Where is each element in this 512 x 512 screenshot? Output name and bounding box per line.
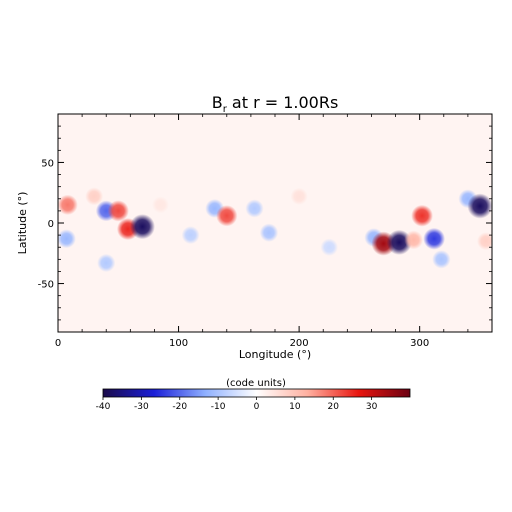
- field-feature: [129, 214, 155, 240]
- field-feature: [216, 205, 238, 227]
- colorbar-tick-label: -40: [96, 402, 111, 412]
- field-feature: [58, 229, 76, 249]
- colorbar-tick-label: 20: [328, 402, 340, 412]
- field-feature: [320, 238, 338, 256]
- y-tick-label: -50: [38, 280, 54, 291]
- x-tick-label: 0: [55, 338, 61, 349]
- y-tick-label: 0: [48, 219, 54, 230]
- colorbar-tick-label: 30: [366, 402, 378, 412]
- colorbar: [102, 388, 411, 398]
- y-tick-label: 50: [41, 158, 54, 169]
- field-feature: [97, 253, 116, 273]
- x-tick-label: 200: [290, 338, 309, 349]
- colorbar-ticks: -40 -30 -20 -10 0 10 20 30: [96, 397, 378, 412]
- chart-title-suffix: at r = 1.00Rs: [227, 93, 338, 112]
- field-feature: [404, 230, 424, 250]
- chart-title: Br at r = 1.00Rs: [212, 93, 339, 115]
- x-tick-label: 300: [410, 338, 429, 349]
- field-feature: [411, 204, 433, 227]
- y-axis-label: Latitude (°): [16, 192, 29, 255]
- field-map: [58, 187, 492, 273]
- colorbar-tick-label: 0: [254, 402, 260, 412]
- colorbar-label: (code units): [226, 378, 286, 389]
- field-feature: [107, 200, 129, 222]
- field-feature: [181, 226, 200, 245]
- x-tick-label: 100: [169, 338, 188, 349]
- field-feature: [85, 187, 104, 206]
- x-axis-ticks: 0 100 200 300: [55, 114, 469, 349]
- colorbar-tick-label: -20: [172, 402, 187, 412]
- field-feature: [467, 193, 492, 219]
- field-feature: [477, 232, 492, 251]
- field-feature: [423, 227, 446, 250]
- colorbar-tick-label: 10: [289, 402, 301, 412]
- chart-title-subscript: r: [223, 104, 228, 115]
- field-feature: [259, 223, 279, 242]
- y-axis-ticks: -50 0 50: [38, 125, 492, 321]
- chart-title-main: B: [212, 93, 223, 112]
- x-axis-label: Longitude (°): [239, 348, 311, 361]
- colorbar-tick-label: -10: [211, 402, 226, 412]
- field-feature: [58, 194, 78, 215]
- field-feature: [432, 250, 451, 269]
- field-feature: [290, 187, 308, 205]
- field-feature: [151, 196, 169, 214]
- colorbar-tick-label: -30: [134, 402, 149, 412]
- field-feature: [245, 199, 264, 218]
